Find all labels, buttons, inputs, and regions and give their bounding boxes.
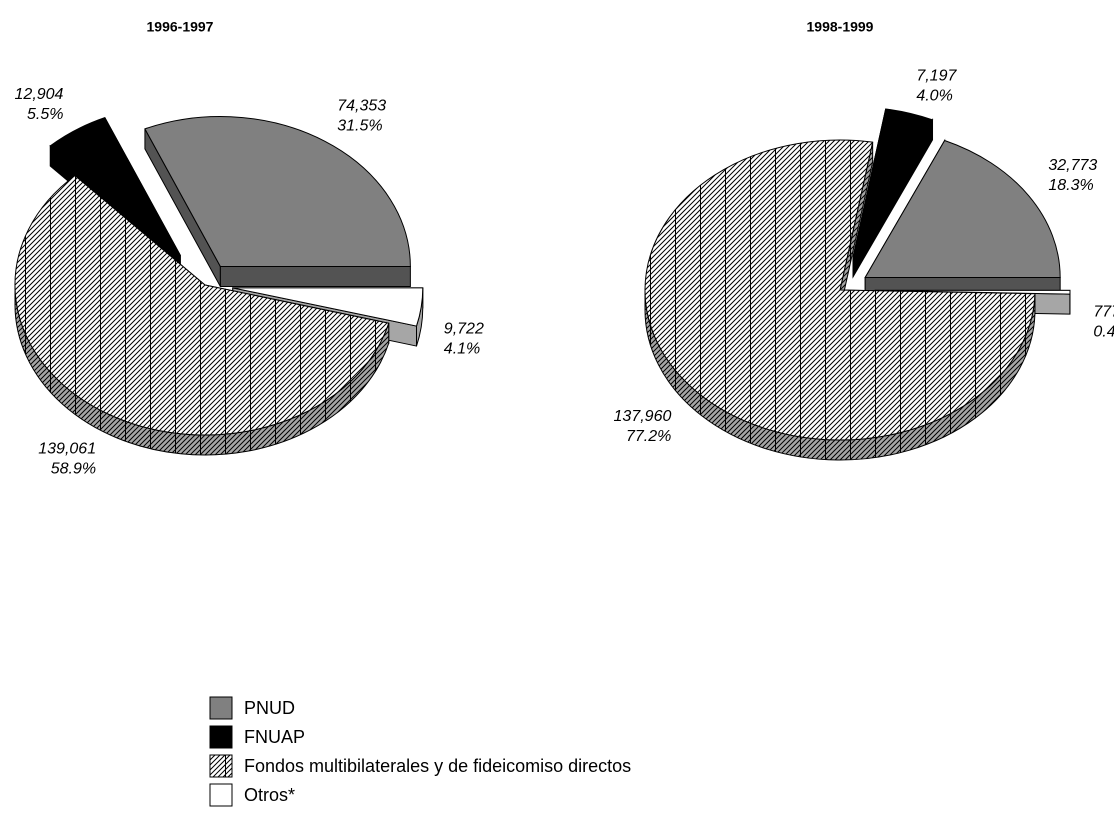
value-label: 9,722 [444, 321, 484, 338]
legend-label: FNUAP [244, 727, 305, 747]
legend-swatch [209, 783, 233, 807]
percent-label: 58.9% [51, 461, 96, 478]
chart-title: 1998-1999 [807, 19, 874, 35]
slice [14, 175, 390, 436]
percent-label: 18.3% [1048, 177, 1093, 194]
slice [49, 117, 181, 256]
percent-label: 4.0% [916, 87, 952, 104]
value-label: 777 [1093, 304, 1114, 321]
percent-label: 5.5% [27, 106, 63, 123]
percent-label: 77.2% [626, 428, 671, 445]
value-label: 12,904 [15, 86, 64, 103]
legend-label: Fondos multibilaterales y de fideicomiso… [244, 756, 631, 776]
slice [232, 287, 424, 327]
legend-swatch [209, 696, 233, 720]
value-label: 139,061 [38, 441, 96, 458]
slice-shade [220, 266, 411, 287]
slice-shade [144, 128, 221, 287]
percent-label: 0.4% [1093, 324, 1114, 341]
percent-label: 4.1% [444, 341, 480, 358]
slice-shade [840, 142, 873, 310]
slice-shade [853, 119, 933, 277]
value-label: 32,773 [1048, 157, 1097, 174]
chart-title: 1996-1997 [147, 19, 214, 35]
value-label: 74,353 [337, 97, 386, 114]
slice [644, 139, 1036, 441]
slice [852, 108, 934, 258]
legend-swatch [209, 754, 233, 778]
legend-swatch [209, 725, 233, 749]
legend-label: PNUD [244, 698, 295, 718]
value-label: 137,960 [614, 408, 672, 425]
legend-label: Otros* [244, 785, 295, 805]
slice [144, 116, 411, 268]
value-label: 7,197 [916, 67, 957, 84]
percent-label: 31.5% [337, 117, 382, 134]
slice [864, 139, 1061, 278]
